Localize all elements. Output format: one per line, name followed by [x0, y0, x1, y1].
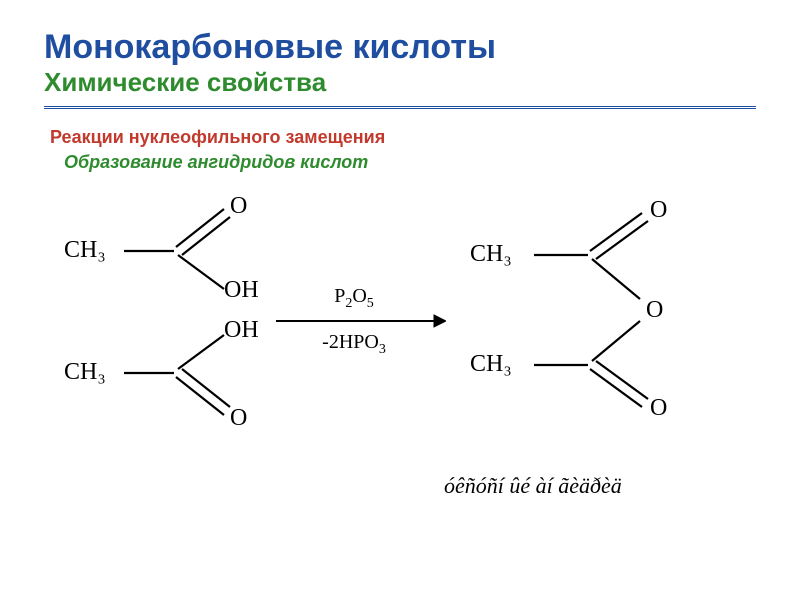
molecule-acetic-acid-1: CH₃ O OH	[64, 193, 284, 303]
atom-ch3: CH₃	[470, 351, 512, 378]
atom-o-bridge: O	[646, 297, 663, 324]
title-sub: Химические свойства	[44, 67, 756, 98]
arrow-reagents: P2O5	[284, 285, 424, 314]
reaction-diagram: CH₃ O OH CH₃ OH O P2O5	[44, 193, 724, 513]
reaction-arrow	[276, 311, 446, 331]
title-main: Монокарбоновые кислоты	[44, 28, 756, 67]
atom-oh: OH	[224, 317, 259, 344]
title-divider	[44, 106, 756, 109]
heading-reaction-name: Образование ангидридов кислот	[64, 152, 756, 173]
atom-o: O	[230, 193, 247, 220]
reagent-above: P2O5	[284, 285, 424, 312]
arrow-byproduct: -2HPO3	[284, 331, 424, 358]
molecule-acetic-anhydride: CH₃ O O CH₃ O	[464, 193, 714, 443]
heading-reaction-type: Реакции нуклеофильного замещения	[50, 127, 756, 148]
atom-oh: OH	[224, 277, 259, 304]
molecule-acetic-acid-2: CH₃ OH O	[64, 321, 284, 431]
reagent-below: -2HPO3	[284, 331, 424, 358]
atom-ch3: CH₃	[470, 241, 512, 268]
atom-o: O	[650, 395, 667, 422]
atom-ch3: CH₃	[64, 359, 106, 386]
product-caption-garbled: óêñóñí ûé àí ãèäðèä	[444, 473, 622, 499]
atom-o: O	[230, 405, 247, 432]
atom-o: O	[650, 197, 667, 224]
slide: Монокарбоновые кислоты Химические свойст…	[0, 0, 800, 600]
atom-ch3: CH₃	[64, 237, 106, 264]
